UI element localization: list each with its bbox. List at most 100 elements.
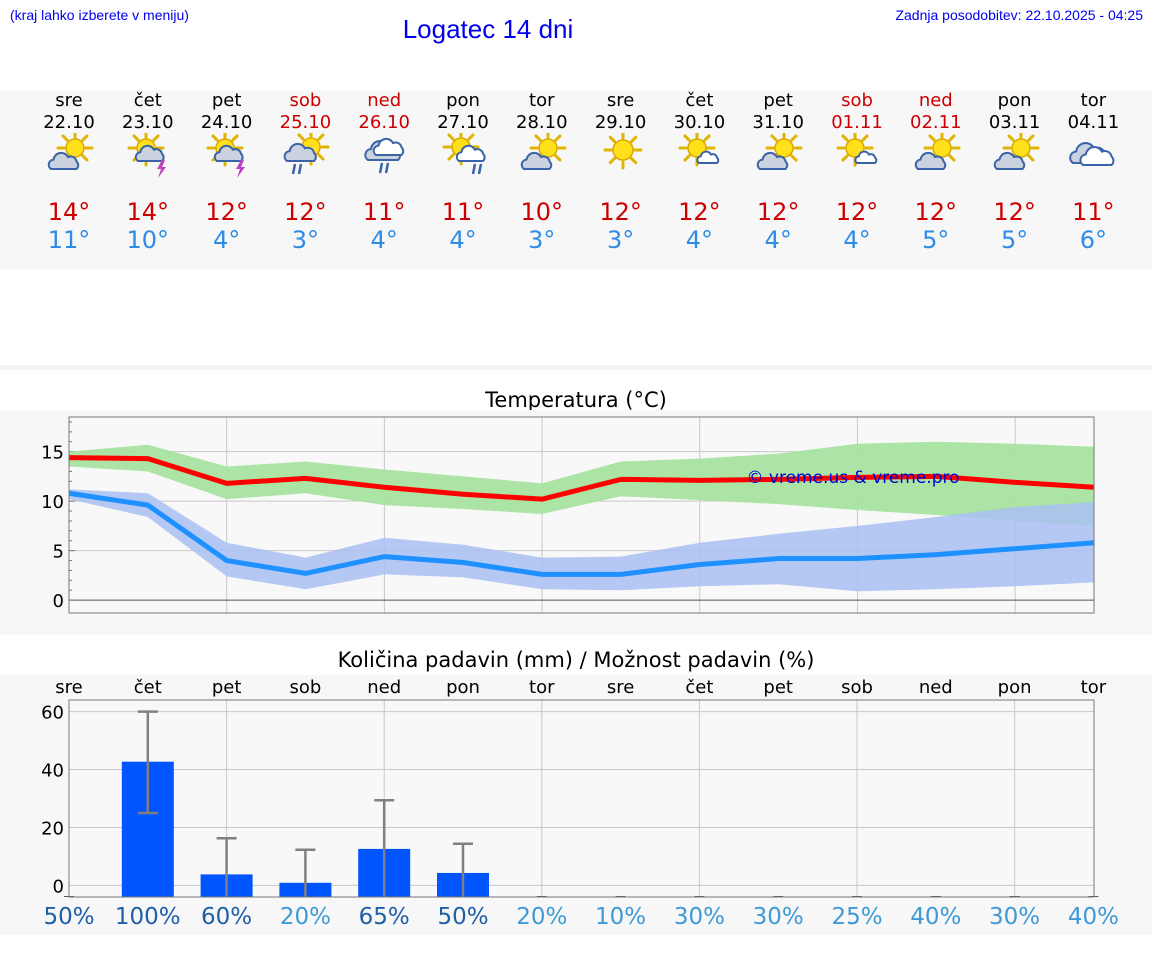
max-temp-band [69,441,1094,526]
day-name: pon [446,90,480,111]
y-tick-label: 5 [53,542,64,563]
precip-chance: 50% [437,904,489,930]
sun-small-cloud-icon [678,133,720,167]
forecast-day: tor 04.11 11° 6° [1053,90,1133,260]
min-temp: 4° [685,226,714,254]
max-temp: 12° [756,198,800,226]
max-temp: 14° [47,198,91,226]
precip-chance: 65% [358,904,410,930]
day-name: sre [606,90,635,111]
day-date: 26.10 [358,112,410,133]
day-name: tor [1080,90,1107,111]
day-name: ned [367,90,402,111]
max-temp: 12° [678,198,721,226]
sun-icon [603,133,643,170]
min-temp: 11° [47,226,91,254]
max-temp: 14° [126,198,170,226]
forecast-day: sob 01.11 12° 4° [817,90,897,260]
cloudy-rain-icon [364,137,405,174]
forecast-day: sob 25.10 12° 3° [265,90,345,260]
partly-cloudy-icon [756,133,803,170]
day-date: 01.11 [831,112,883,133]
precip-chance: 40% [910,904,962,930]
day-name: pon [997,90,1032,111]
precip-chance: 60% [201,904,253,930]
day-date: 04.11 [1067,112,1120,133]
x-tick-label: sob [841,677,873,698]
forecast-day: ned 02.11 12° 5° [896,90,976,260]
x-tick-label: sob [289,677,321,698]
day-date: 23.10 [122,112,174,133]
location-hint[interactable]: (kraj lahko izberete v meniju) [10,7,189,23]
temperature-chart-title: Temperatura (°C) [485,388,667,412]
x-tick-label: ned [919,677,953,698]
forecast-day: pet 31.10 12° 4° [738,90,818,260]
day-name: čet [133,90,162,111]
forecast-day: pon 03.11 12° 5° [975,90,1055,260]
page-title: Logatec 14 dni [402,14,574,44]
day-name: sre [55,90,83,111]
separator [0,365,1152,370]
min-temp: 6° [1079,226,1108,254]
forecast-day: ned 26.10 11° 4° [344,90,424,260]
forecast-day: pet 24.10 12° 4° [187,90,267,260]
y-tick-label: 0 [53,591,64,612]
plot-frame [68,699,1095,898]
precip-chance: 30% [673,904,725,930]
max-temp: 12° [284,198,327,226]
day-name: čet [685,90,714,111]
temperature-chart: 0 5 10 15 © vreme.us & vreme.pro [41,416,1095,614]
x-tick-label: ned [367,677,401,698]
forecast-day: čet 30.10 12° 4° [659,90,739,260]
precip-chance: 30% [752,904,804,930]
max-temp: 11° [362,198,406,226]
min-temp-band [69,489,1094,592]
precip-chance: 25% [831,904,883,930]
day-date: 24.10 [200,112,253,133]
min-temp-line [68,490,1095,577]
day-name: tor [529,90,555,111]
forecast-day: sre 29.10 12° 3° [581,90,661,260]
precipitation-chart-title: Količina padavin (mm) / Možnost padavin … [337,648,815,672]
x-tick-label: sre [607,677,634,698]
x-tick-label: pet [212,677,242,698]
max-temp: 10° [520,198,564,226]
y-tick-label: 10 [41,492,64,513]
x-tick-label: pon [446,677,480,698]
min-temp: 5° [1000,226,1029,254]
y-tick-label: 20 [41,818,64,839]
min-temp: 3° [606,226,635,254]
precip-chance: 10% [595,904,647,930]
min-temp: 4° [449,226,477,254]
plot-frame [68,416,1095,614]
day-date: 28.10 [516,112,568,133]
forecast-panel [0,90,1152,270]
max-temp: 12° [914,198,958,226]
day-date: 27.10 [437,112,489,133]
min-temp: 3° [291,226,320,254]
x-tick-label: pon [998,677,1032,698]
min-temp: 10° [126,226,170,254]
day-date: 03.11 [988,112,1041,133]
precip-chance: 20% [279,904,331,930]
day-name: pet [211,90,242,111]
precip-chance: 100% [114,904,181,930]
min-temp: 4° [212,226,241,254]
partly-cloudy-icon [993,133,1040,170]
sun-thunderstorm-icon [206,133,245,178]
max-temp: 11° [441,198,485,226]
last-update: Zadnja posodobitev: 22.10.2025 - 04:25 [895,7,1143,23]
day-name: pet [763,90,793,111]
precip-chance: 20% [516,904,568,930]
day-date: 02.11 [910,112,962,133]
partly-cloudy-icon [520,133,567,170]
x-tick-label: tor [529,677,555,698]
min-temp: 4° [370,226,398,254]
partly-cloudy-icon [47,133,94,170]
forecast-day: tor 28.10 10° 3° [502,90,582,260]
day-date: 30.10 [673,112,726,133]
day-name: sob [289,90,322,111]
precipitation-chart: sre čet pet sob ned pon tor sre čet pet sob ned pon t… [41,677,1107,898]
min-temp: 5° [922,226,950,254]
sun-cloud-rain-icon [442,133,486,175]
